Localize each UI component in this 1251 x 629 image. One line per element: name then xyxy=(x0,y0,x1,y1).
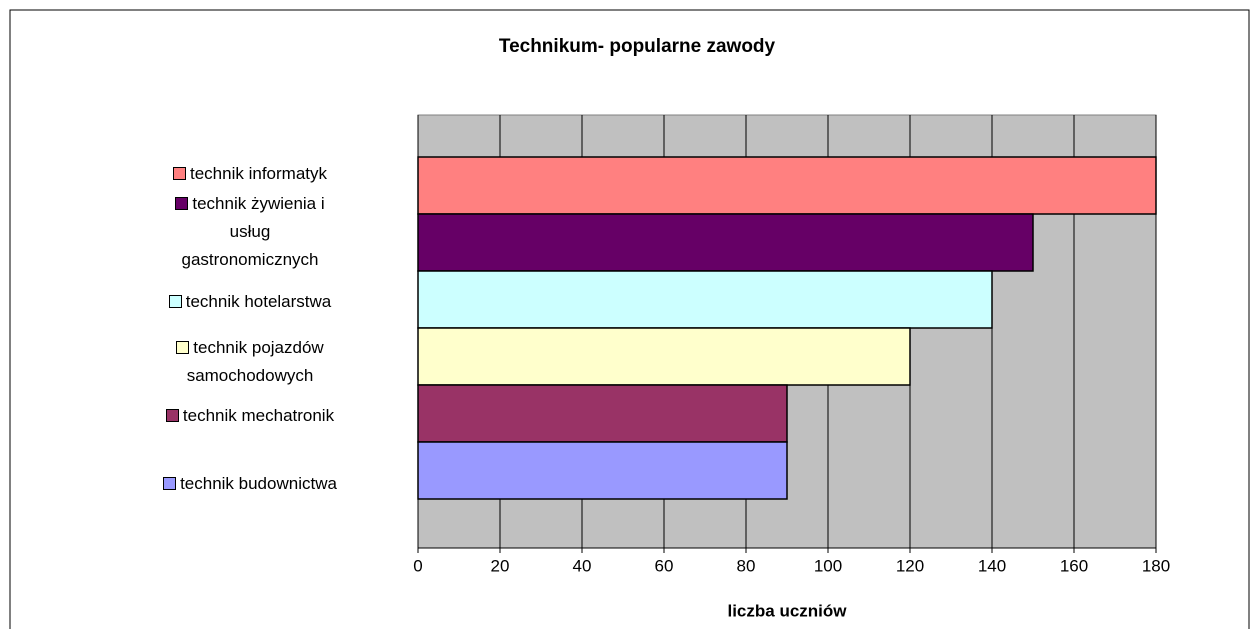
x-tick-label: 80 xyxy=(737,556,756,575)
legend-label: technik żywienia i usług gastronomicznyc… xyxy=(181,194,325,269)
legend-item: technik hotelarstwa xyxy=(130,288,370,316)
legend-item: technik mechatronik xyxy=(130,402,370,430)
legend-label: technik hotelarstwa xyxy=(185,292,332,311)
bar xyxy=(417,270,993,329)
bar xyxy=(417,213,1034,272)
x-axis-title: liczba uczniów xyxy=(727,601,847,620)
legend-item: technik pojazdów samochodowych xyxy=(150,334,350,390)
legend-item: technik żywienia i usług gastronomicznyc… xyxy=(160,190,340,274)
x-tick-label: 120 xyxy=(896,556,924,575)
legend-swatch xyxy=(173,167,186,180)
legend-swatch xyxy=(163,477,177,490)
x-tick-label: 160 xyxy=(1060,556,1088,575)
x-tick-label: 140 xyxy=(978,556,1006,575)
x-tick-label: 40 xyxy=(573,556,592,575)
legend-swatch xyxy=(165,409,179,422)
legend-swatch xyxy=(176,341,190,354)
legend-label: technik budownictwa xyxy=(180,474,337,493)
bar xyxy=(417,156,1157,215)
legend-swatch xyxy=(175,197,189,210)
x-tick-label: 60 xyxy=(655,556,674,575)
legend-label: technik mechatronik xyxy=(182,406,335,425)
bar xyxy=(417,327,911,386)
legend-label: technik pojazdów samochodowych xyxy=(186,338,324,385)
bar xyxy=(417,384,788,443)
chart-title: Technikum- popularne zawody xyxy=(499,36,776,57)
bar xyxy=(417,441,788,500)
legend-item: technik budownictwa xyxy=(130,470,370,498)
x-tick-label: 0 xyxy=(413,556,422,575)
x-tick-label: 20 xyxy=(491,556,510,575)
x-tick-label: 100 xyxy=(814,556,842,575)
legend-label: technik informatyk xyxy=(190,164,327,183)
legend-item: technik informatyk xyxy=(130,160,370,188)
x-tick-label: 180 xyxy=(1142,556,1170,575)
legend-swatch xyxy=(168,295,182,308)
